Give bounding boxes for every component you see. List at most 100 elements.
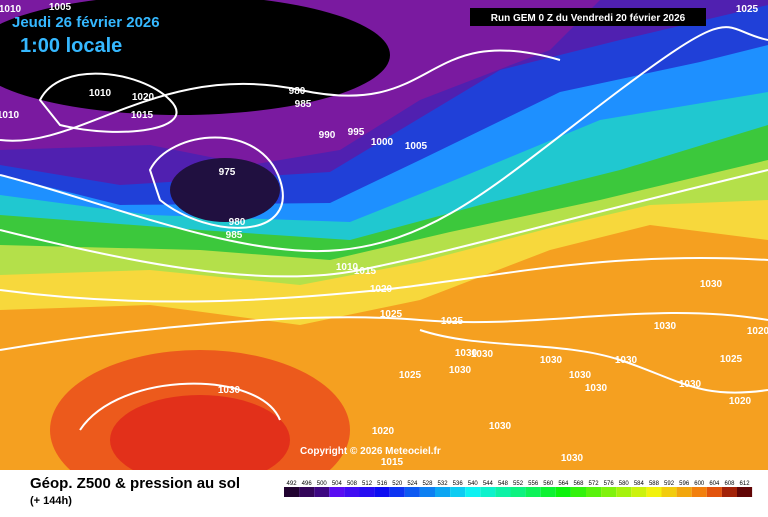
isobar-label: 1030	[471, 349, 494, 360]
isobar-label: 1030	[615, 355, 638, 366]
isobar-label: 1005	[49, 2, 72, 13]
isobar-label: 975	[219, 167, 236, 178]
low-core	[0, 0, 390, 115]
isobars	[0, 26, 768, 431]
isobar	[38, 72, 178, 133]
isobar-label: 1030	[700, 279, 723, 290]
isobar-label: 1025	[720, 354, 743, 365]
scale-label: 580	[619, 481, 630, 487]
scale-swatch	[691, 487, 707, 497]
low-core	[170, 158, 280, 222]
isobar-label: 1025	[441, 316, 464, 327]
scale-swatch	[480, 487, 496, 497]
scale-label: 608	[724, 481, 735, 487]
isobar-label: 1010	[0, 110, 20, 121]
scale-swatch	[314, 487, 330, 497]
scale-swatch	[299, 487, 315, 497]
isobar-label: 1030	[585, 383, 608, 394]
isobar-label: 1020	[372, 426, 395, 437]
date: Jeudi 26 février 2026	[12, 14, 160, 31]
isobar-label: 1030	[449, 365, 472, 376]
scale-label: 492	[287, 481, 298, 487]
isobar-label: 1030	[540, 355, 563, 366]
isobar-label: 1010	[336, 262, 359, 273]
scale-swatch	[450, 487, 466, 497]
scale-swatch	[344, 487, 360, 497]
scale-swatch	[540, 487, 556, 497]
color-scale: 492 496 500 504 508 512 516 520 524 528 532 536 540 5…	[284, 481, 753, 497]
scale-label: 568	[573, 481, 584, 487]
isobar-label: 1020	[132, 92, 155, 103]
scale-label: 564	[558, 481, 569, 487]
isobar-label: 1005	[405, 141, 428, 152]
isobar-label: 1025	[736, 4, 759, 15]
scale-label: 516	[377, 481, 388, 487]
isobar	[148, 136, 284, 229]
scale-label: 600	[694, 481, 705, 487]
isobar-label: 1030	[679, 379, 702, 390]
scale-label: 604	[709, 481, 720, 487]
scale-swatch	[631, 487, 647, 497]
isobar-label: 980	[289, 86, 306, 97]
footer-title: Géop. Z500 & pression au sol	[30, 475, 240, 492]
isobar-labels: 1010100510101020101510109809859909951000…	[0, 2, 768, 468]
isobar-label: 1020	[370, 284, 393, 295]
scale-label: 496	[302, 481, 313, 487]
isobar	[0, 169, 768, 278]
scale-swatch	[435, 487, 451, 497]
isobar-label: 1020	[729, 396, 752, 407]
scale-label: 504	[332, 481, 343, 487]
scale-label: 556	[528, 481, 539, 487]
isobar-label: 1015	[381, 457, 404, 468]
footer-subtitle: (+ 144h)	[30, 495, 72, 507]
scale-swatch	[661, 487, 677, 497]
scale-label: 532	[438, 481, 449, 487]
isobar-label: 1015	[131, 110, 154, 121]
scale-label: 548	[498, 481, 509, 487]
isobar-label: 1015	[354, 266, 377, 277]
scale-swatch	[570, 487, 586, 497]
scale-label: 560	[543, 481, 554, 487]
isobar	[0, 26, 768, 253]
isobar-label: 1030	[654, 321, 677, 332]
isobar-label: 985	[226, 230, 243, 241]
isobar	[0, 311, 768, 351]
isobar-label: 1000	[371, 137, 394, 148]
scale-swatch	[646, 487, 662, 497]
isobar-label: 1010	[0, 4, 22, 15]
scale-label: 512	[362, 481, 373, 487]
scale-swatch	[404, 487, 420, 497]
scale-swatch	[359, 487, 375, 497]
isobar-label: 990	[319, 130, 336, 141]
isobar	[0, 256, 768, 303]
isobar-label: 985	[295, 99, 312, 110]
isobar-label: 1030	[561, 453, 584, 464]
scale-label: 544	[483, 481, 494, 487]
copyright: Copyright © 2026 Meteociel.fr	[300, 446, 441, 457]
scale-swatch	[495, 487, 511, 497]
scale-swatch	[586, 487, 602, 497]
run-box	[470, 8, 706, 26]
scale-label: 592	[664, 481, 675, 487]
scale-swatch	[601, 487, 617, 497]
scale-label: 612	[740, 481, 751, 487]
scale-label: 596	[679, 481, 690, 487]
scale-swatch	[389, 487, 405, 497]
isobar-label: 1020	[747, 326, 768, 337]
scale-swatch	[525, 487, 541, 497]
scale-swatch	[510, 487, 526, 497]
scale-label: 508	[347, 481, 358, 487]
scale-swatch	[465, 487, 481, 497]
isobar-label: 980	[229, 217, 246, 228]
isobar	[79, 382, 281, 431]
isobar-label: 995	[348, 127, 365, 138]
scale-label: 576	[604, 481, 615, 487]
scale-label: 540	[468, 481, 479, 487]
scale-swatch	[419, 487, 435, 497]
isobar-label: 1030	[218, 385, 241, 396]
scale-swatch	[737, 487, 753, 497]
time: 1:00 locale	[20, 35, 122, 57]
scale-label: 500	[317, 481, 328, 487]
scale-swatch	[676, 487, 692, 497]
